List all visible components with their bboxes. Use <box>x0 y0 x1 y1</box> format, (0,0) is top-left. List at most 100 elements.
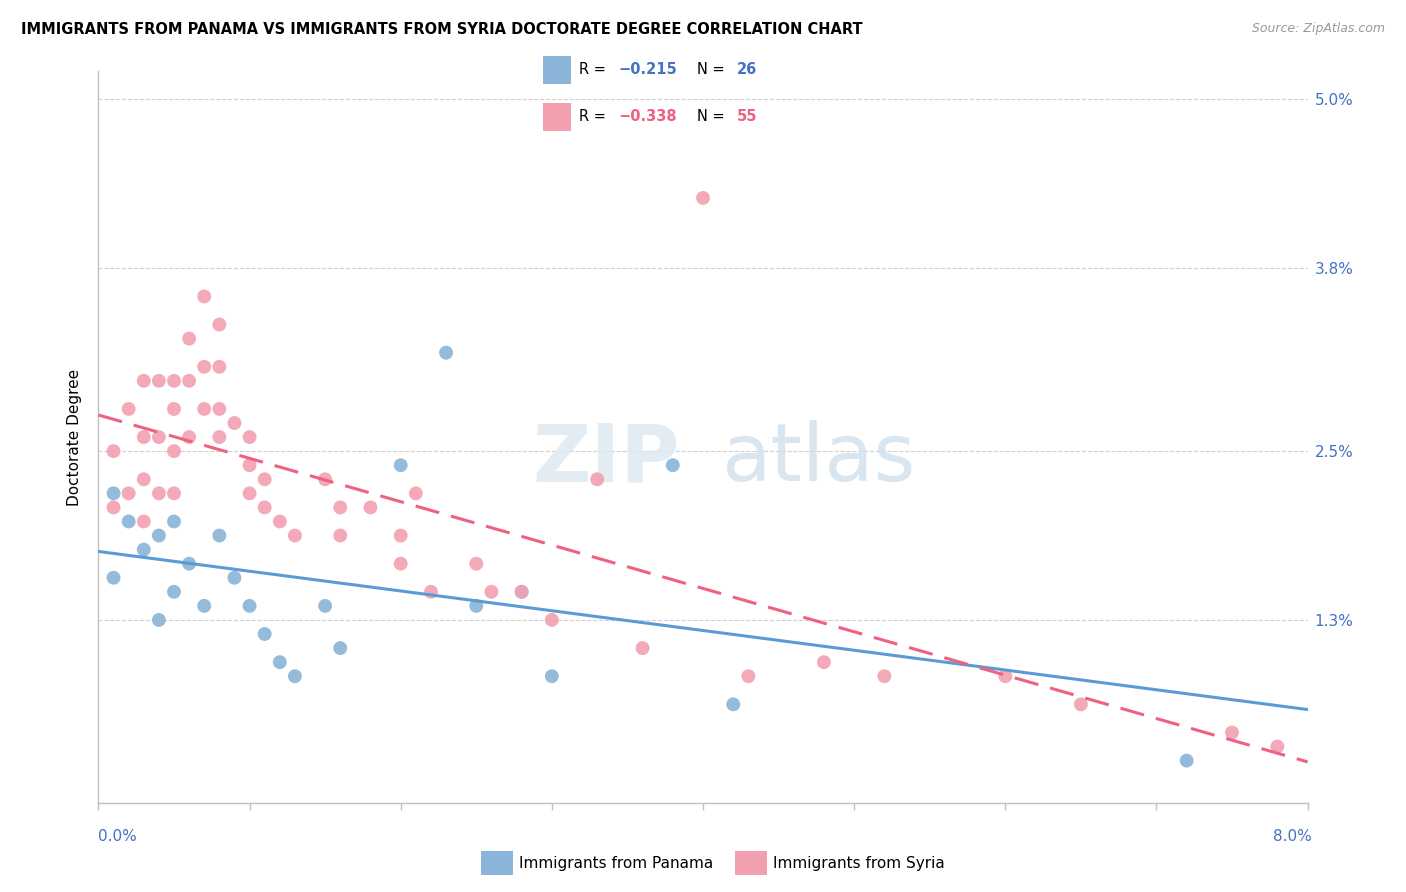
Point <box>465 599 488 613</box>
Bar <box>481 851 513 875</box>
Text: Immigrants from Syria: Immigrants from Syria <box>773 855 945 871</box>
Bar <box>543 103 571 131</box>
Point <box>723 698 745 712</box>
Point <box>269 655 291 669</box>
Point <box>813 655 835 669</box>
Text: −0.338: −0.338 <box>619 109 678 124</box>
Point <box>103 571 125 585</box>
Point <box>541 669 564 683</box>
Point <box>314 599 336 613</box>
Point <box>1175 754 1198 768</box>
Point <box>389 458 412 473</box>
Text: 8.0%: 8.0% <box>1272 830 1312 844</box>
Point <box>239 430 262 444</box>
Point <box>163 515 186 529</box>
Point <box>389 528 412 542</box>
Point <box>208 318 231 332</box>
Point <box>253 627 276 641</box>
Point <box>510 584 533 599</box>
Point <box>132 542 155 557</box>
Point <box>208 359 231 374</box>
Point <box>148 374 170 388</box>
Point <box>631 641 654 656</box>
Point <box>118 401 141 416</box>
Point <box>405 486 427 500</box>
Point <box>873 669 896 683</box>
Point <box>239 599 262 613</box>
Point <box>510 584 533 599</box>
Point <box>118 515 141 529</box>
Point <box>994 669 1017 683</box>
Text: R =: R = <box>579 62 610 77</box>
Point <box>179 332 201 346</box>
Text: Source: ZipAtlas.com: Source: ZipAtlas.com <box>1251 22 1385 36</box>
Point <box>224 571 246 585</box>
Point <box>148 486 170 500</box>
Point <box>193 289 215 303</box>
Point <box>224 416 246 430</box>
Bar <box>543 56 571 84</box>
Point <box>284 528 307 542</box>
Point <box>148 430 170 444</box>
Point <box>118 486 141 500</box>
Point <box>692 191 714 205</box>
Point <box>163 584 186 599</box>
Text: IMMIGRANTS FROM PANAMA VS IMMIGRANTS FROM SYRIA DOCTORATE DEGREE CORRELATION CHA: IMMIGRANTS FROM PANAMA VS IMMIGRANTS FRO… <box>21 22 863 37</box>
Point <box>1220 725 1243 739</box>
Point <box>314 472 336 486</box>
Text: 26: 26 <box>737 62 756 77</box>
Text: R =: R = <box>579 109 610 124</box>
Point <box>420 584 443 599</box>
Point <box>284 669 307 683</box>
Point <box>737 669 759 683</box>
Point <box>179 374 201 388</box>
Point <box>163 444 186 458</box>
Point <box>586 472 609 486</box>
Text: ZIP: ZIP <box>533 420 681 498</box>
Point <box>163 374 186 388</box>
Point <box>329 528 352 542</box>
Text: −0.215: −0.215 <box>619 62 678 77</box>
Point <box>1267 739 1289 754</box>
Point <box>269 515 291 529</box>
Point <box>163 486 186 500</box>
Point <box>148 613 170 627</box>
Point <box>1070 698 1092 712</box>
Point <box>132 374 155 388</box>
Y-axis label: Doctorate Degree: Doctorate Degree <box>67 368 83 506</box>
Point <box>193 401 215 416</box>
Text: atlas: atlas <box>721 420 915 498</box>
Point <box>148 528 170 542</box>
Text: 0.0%: 0.0% <box>98 830 138 844</box>
Point <box>465 557 488 571</box>
Point <box>103 500 125 515</box>
Text: Immigrants from Panama: Immigrants from Panama <box>519 855 713 871</box>
Point <box>434 345 457 359</box>
Point <box>132 515 155 529</box>
Point <box>132 430 155 444</box>
Point <box>179 557 201 571</box>
Point <box>193 359 215 374</box>
Point <box>208 528 231 542</box>
Point <box>662 458 685 473</box>
Point <box>541 613 564 627</box>
Point <box>329 500 352 515</box>
Bar <box>735 851 768 875</box>
Point <box>208 430 231 444</box>
Point <box>389 557 412 571</box>
Point <box>253 472 276 486</box>
Point <box>239 458 262 473</box>
Point <box>360 500 382 515</box>
Text: N =: N = <box>697 62 730 77</box>
Point <box>481 584 503 599</box>
Text: 55: 55 <box>737 109 758 124</box>
Point <box>208 401 231 416</box>
Point <box>163 401 186 416</box>
Point <box>103 444 125 458</box>
Point <box>193 599 215 613</box>
Point <box>253 500 276 515</box>
Point <box>179 430 201 444</box>
Point <box>329 641 352 656</box>
Point <box>132 472 155 486</box>
Point <box>103 486 125 500</box>
